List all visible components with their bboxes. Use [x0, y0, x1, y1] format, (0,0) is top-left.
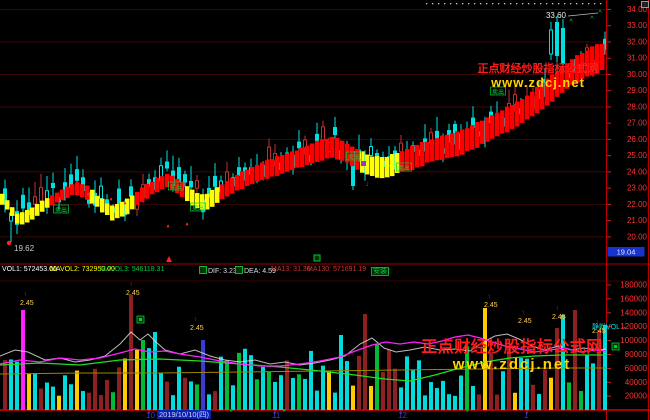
svg-text:♦: ♦: [166, 224, 169, 230]
price-axis-label: 26.00: [627, 135, 648, 144]
sell-signal-label: 卖出: [398, 164, 410, 172]
volume-axis-label: 180000: [620, 281, 647, 290]
peak-price-annotation: 33.60: [546, 11, 567, 20]
low-price-annotation: 19.62: [14, 244, 35, 253]
svg-text:^: ^: [569, 19, 573, 26]
sell-signal-label: 卖出: [55, 206, 67, 214]
svg-text:♦: ♦: [185, 222, 188, 228]
price-axis-label: 32.00: [627, 37, 648, 46]
volume-axis-label: 40000: [625, 378, 648, 387]
price-axis-label: 27.00: [627, 119, 648, 128]
svg-text:♦: ♦: [109, 197, 112, 203]
volume-axis-label: 140000: [620, 308, 647, 317]
volume-axis-note: 静默VOL→: [591, 324, 627, 331]
price-axis-label: 29.00: [627, 86, 648, 95]
month-axis-label[interactable]: 1: [524, 411, 529, 420]
price-axis-label: 34.00: [627, 5, 648, 14]
svg-text:↑: ↑: [556, 306, 559, 312]
candlestick-series: [3, 16, 607, 242]
indicator-box-icon: [235, 266, 243, 274]
svg-text:♦: ♦: [86, 192, 89, 198]
volume-signal-value: 2.45: [190, 325, 204, 332]
svg-text:↓: ↓: [365, 179, 369, 188]
selected-date-tag[interactable]: 2019/10/10(四): [157, 410, 212, 419]
status-item: MAVOL3: 546118.31: [100, 266, 165, 273]
ma-green-line: [0, 354, 606, 382]
price-axis-label: 30.00: [627, 70, 648, 79]
volume-axis-label: 20000: [625, 392, 648, 401]
price-axis-label: 23.00: [627, 184, 648, 193]
price-axis-label: 21.00: [627, 216, 648, 225]
volume-axis-label: 120000: [620, 322, 647, 331]
svg-text:^: ^: [598, 10, 602, 17]
svg-text:↑: ↑: [522, 310, 525, 316]
sell-signal-label: 卖出: [348, 153, 360, 161]
price-axis-label: 22.00: [627, 200, 648, 209]
volume-axis-label: 100000: [620, 336, 647, 345]
price-axis: 34.00 33.00 32.00 31.00 30.00 29.00 28.00 27.00…: [607, 5, 648, 257]
price-axis-label: 31.00: [627, 54, 648, 63]
volume-signal-markers: 2.45 ↑ 2.45 ↑ 2.45 ↑ 2.45 ↑ 2.45 ↑ 2.45 ↑ 2.45 ↑: [20, 282, 620, 351]
volume-signal-value: 2.45: [126, 290, 140, 297]
green-signal-icon: [313, 254, 321, 262]
svg-text:↑: ↑: [24, 292, 27, 298]
volume-signal-value: 2.45: [592, 328, 606, 335]
scroll-corner-icon[interactable]: [641, 1, 649, 8]
volume-ma-lines: [0, 331, 607, 382]
indicator-box-icon: [199, 266, 207, 274]
price-axis-label: 20.00: [627, 232, 648, 241]
month-axis-label[interactable]: 12: [398, 411, 407, 420]
sell-signal-label: 卖出: [492, 88, 504, 96]
dotted-reference-line: [426, 3, 602, 5]
volume-axis-label: 80000: [625, 350, 648, 359]
ma-magenta-line: [0, 334, 607, 367]
svg-text:↑: ↑: [596, 320, 599, 326]
svg-text:^: ^: [590, 16, 594, 23]
status-item: ·: [388, 266, 391, 273]
volume-axis: 180000 160000 140000 120000 100000 80000 60000…: [607, 281, 648, 401]
status-item: 安装: [371, 267, 389, 276]
svg-text:↑: ↑: [194, 317, 197, 323]
volume-signal-value: 2.45: [518, 318, 532, 325]
svg-text:♦: ♦: [123, 201, 126, 207]
price-axis-label: 24.00: [627, 167, 648, 176]
status-item: MA13: 31.30: [271, 266, 311, 273]
svg-text:↑: ↑: [130, 282, 133, 288]
price-axis-label: 25.00: [627, 151, 648, 160]
price-axis-label: 33.00: [627, 21, 648, 30]
price-axis-label: 28.00: [627, 102, 648, 111]
status-item: VOL1: 572453.00: [2, 266, 57, 273]
volume-signal-value: 2.45: [552, 314, 566, 321]
sell-signal-label: 卖出: [192, 204, 204, 212]
indicator-status-bar: VOL1: 572453.00 MAVOL2: 732950.00 MAVOL3: …: [0, 266, 650, 279]
month-axis-label[interactable]: 11: [272, 411, 281, 420]
volume-signal-value: 2.45: [20, 300, 34, 307]
month-axis-label[interactable]: 10: [146, 411, 155, 420]
ma-white-line: [0, 331, 607, 366]
time-axis-ticks: [148, 409, 528, 414]
last-price-tag: 19.04: [617, 248, 636, 257]
volume-axis-label: 160000: [620, 294, 647, 303]
status-item: MAVOL2: 732950.00: [50, 266, 115, 273]
trend-ribbon: [0, 43, 605, 225]
status-item: DIF: 3.23: [199, 266, 237, 275]
volume-axis-label: 60000: [625, 364, 648, 373]
status-item: MA130: 571691.19: [307, 266, 367, 273]
volume-bars: [3, 295, 607, 410]
volume-signal-value: 2.45: [484, 302, 498, 309]
svg-text:↑: ↑: [488, 294, 491, 300]
sell-signal-label: 卖出: [170, 183, 182, 191]
up-flag-icon: [166, 256, 172, 262]
status-item: DEA: 4.59: [235, 266, 276, 275]
